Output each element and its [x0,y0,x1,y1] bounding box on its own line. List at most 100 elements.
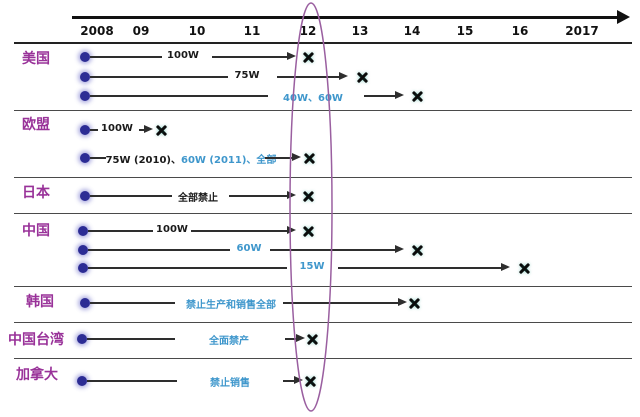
row-label: 100W [101,123,133,134]
arrowhead-icon [501,263,510,271]
arrowhead-icon [287,226,296,234]
arrowhead-icon [292,153,301,161]
start-dot-icon [77,334,87,344]
separator-line [14,213,632,214]
arrowhead-icon [395,245,404,253]
separator-line [14,110,632,111]
country-label: 日本 [22,185,50,201]
year-label: 11 [243,24,261,38]
country-label: 美国 [22,51,50,67]
row-label-text: 75W [234,70,260,81]
arrowhead-icon [294,376,303,384]
separator-line [14,286,632,287]
arrowhead-icon [395,91,404,99]
row-label-text: 60W (2011)、全部 [181,155,277,166]
x-mark-icon [155,124,168,137]
year-label: 13 [351,24,369,38]
start-dot-icon [80,298,90,308]
x-mark-icon [356,71,369,84]
year-label: 12 [299,24,317,38]
x-mark-icon [306,333,319,346]
arrow-line [265,157,293,159]
arrow-line [212,56,288,58]
x-mark-icon [411,244,424,257]
axis-line [72,16,618,19]
arrowhead-icon [339,72,348,80]
country-label: 中国 [22,223,50,239]
row-line [87,380,177,382]
start-dot-icon [80,72,90,82]
arrow-line [229,195,288,197]
row-label-text: 全面禁产 [209,336,249,347]
row-label: 全部禁止 [178,189,218,204]
row-label: 40W、60W [283,89,343,104]
row-label: 禁止生产和销售全部 [186,296,276,311]
row-label-text: 15W [299,261,325,272]
year-label: 10 [188,24,206,38]
arrow-line [283,380,295,382]
separator-line [14,42,632,44]
x-mark-icon [303,152,316,165]
row-label-text: 100W [101,123,133,134]
year-label: 2008 [80,24,114,38]
row-label: 100W [167,50,199,61]
arrowhead-icon [398,298,407,306]
row-label-text: 60W [236,243,262,254]
start-dot-icon [78,226,88,236]
start-dot-icon [77,376,87,386]
arrow-line [338,267,502,269]
start-dot-icon [78,245,88,255]
arrow-line [270,249,396,251]
arrowhead-icon [144,125,153,133]
x-mark-icon [411,90,424,103]
country-label: 加拿大 [16,367,58,383]
row-line [90,195,172,197]
row-label: 60W [237,243,262,254]
x-mark-icon [302,190,315,203]
separator-line [14,322,632,323]
country-label: 欧盟 [22,117,50,133]
row-label-text: 75W (2010)、 [105,155,181,166]
row-line [88,249,230,251]
arrow-line [139,129,145,131]
arrowhead-icon [287,191,296,199]
row-label-text: 全部禁止 [178,193,218,204]
start-dot-icon [80,125,90,135]
row-line [90,56,162,58]
country-label: 中国台湾 [8,332,64,348]
row-line [90,76,228,78]
start-dot-icon [80,91,90,101]
arrow-line [277,76,340,78]
row-label-text: 100W [156,224,188,235]
year-label: 14 [403,24,421,38]
arrow-line [283,302,399,304]
row-label: 75W (2010)、60W (2011)、全部 [106,151,277,166]
row-label-text: 40W、60W [283,93,343,104]
arrow-line [191,230,288,232]
row-line [88,230,153,232]
start-dot-icon [80,52,90,62]
row-line [90,157,106,159]
x-mark-icon [518,262,531,275]
row-line [87,338,175,340]
row-line [88,267,287,269]
x-mark-icon [408,297,421,310]
row-label-text: 100W [167,50,199,61]
year-label: 16 [511,24,529,38]
year-label: 2017 [565,24,599,38]
year-label: 15 [456,24,474,38]
highlight-ellipse-year-12 [289,2,333,412]
x-mark-icon [302,51,315,64]
row-label: 100W [156,224,188,235]
start-dot-icon [80,153,90,163]
row-label: 禁止销售 [210,374,250,389]
country-label: 韩国 [26,294,54,310]
row-line [90,302,175,304]
start-dot-icon [78,263,88,273]
row-label-text: 禁止生产和销售全部 [186,300,276,311]
row-label: 15W [300,261,325,272]
axis-arrowhead-icon [617,10,630,24]
arrowhead-icon [287,52,296,60]
